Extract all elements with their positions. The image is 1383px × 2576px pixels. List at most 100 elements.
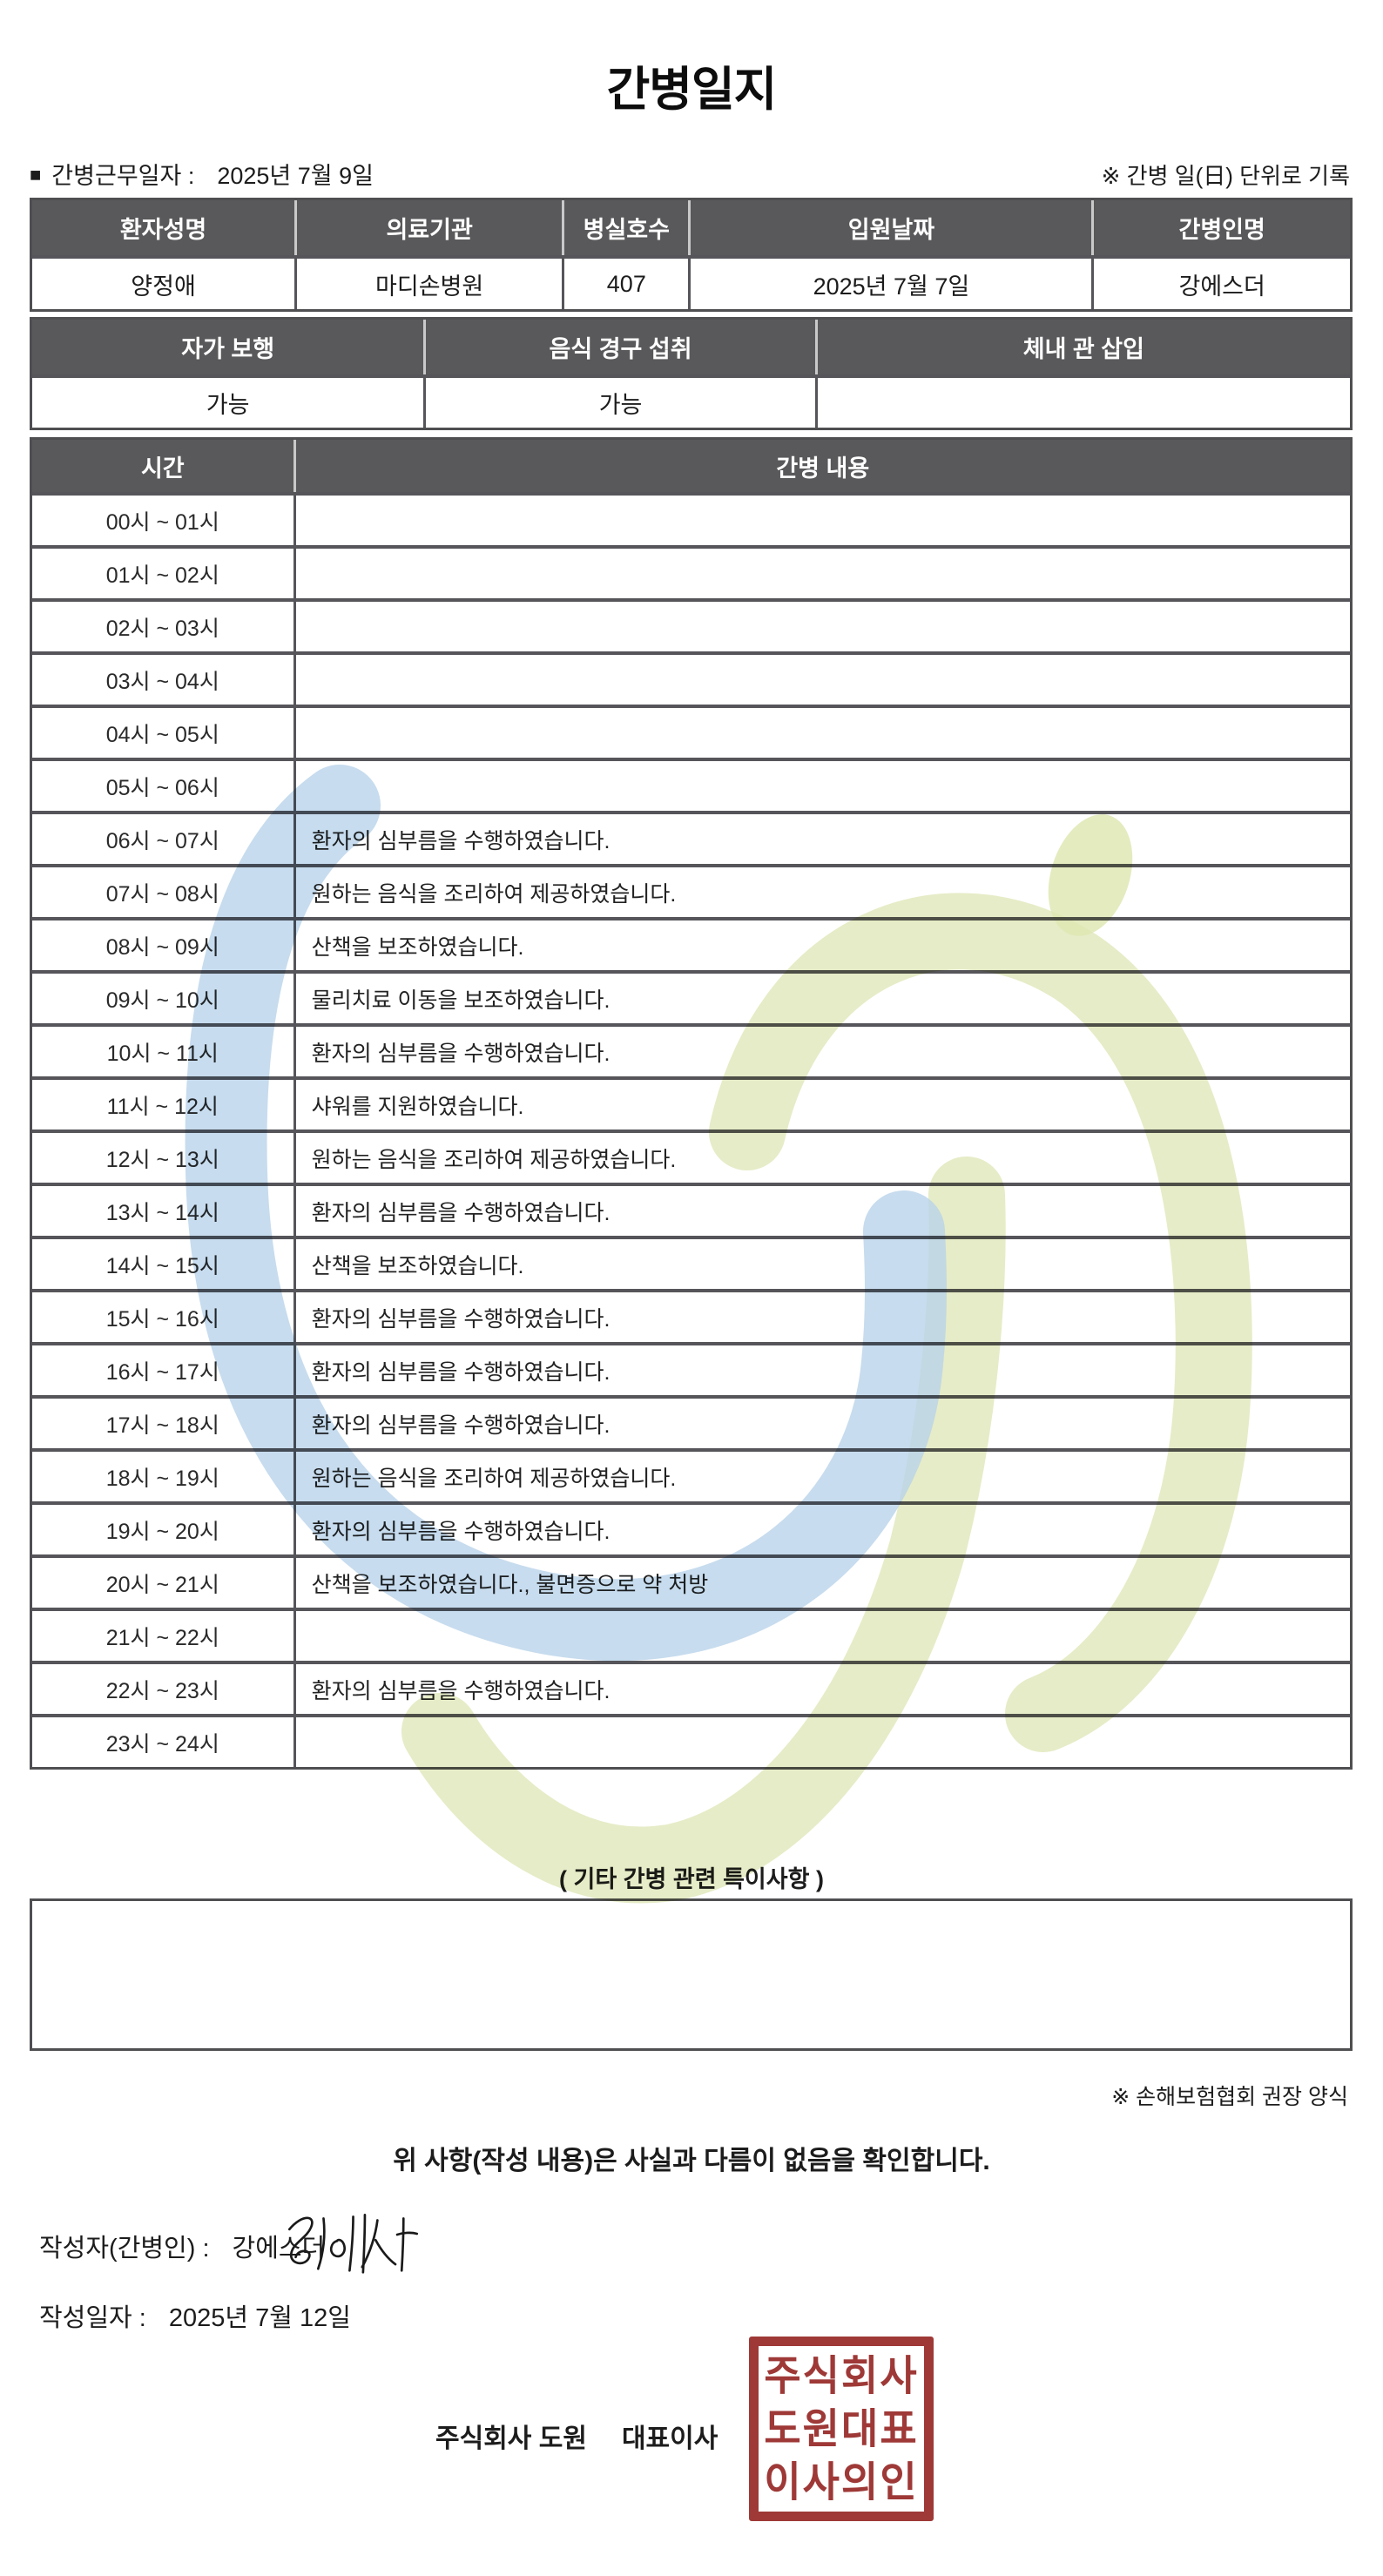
time-cell: 13시 ~ 14시 bbox=[105, 1200, 219, 1225]
time-cell: 11시 ~ 12시 bbox=[106, 1094, 219, 1119]
stamp-line: 이사의인 bbox=[764, 2458, 919, 2505]
status-table-value-row: 가능 가능 bbox=[32, 374, 1350, 428]
time-cell: 12시 ~ 13시 bbox=[105, 1147, 219, 1172]
meta-line: ■ 간병근무일자 : 2025년 7월 9일 ※ 간병 일(日) 단위로 기록 bbox=[30, 157, 1350, 189]
hospital-cell: 마디손병원 bbox=[294, 259, 562, 309]
care-content-cell bbox=[293, 602, 1350, 651]
care-row-17: 17시 ~ 18시 환자의 심부름을 수행하였습니다. bbox=[32, 1395, 1350, 1448]
column-header: 체내 관 삽입 bbox=[814, 320, 1350, 374]
care-content-cell: 산책을 보조하였습니다. bbox=[293, 1239, 1350, 1289]
column-header: 간병인명 bbox=[1091, 200, 1350, 255]
care-content-cell: 환자의 심부름을 수행하였습니다. bbox=[293, 1345, 1350, 1395]
care-table-header-row: 시간 간병 내용 bbox=[32, 440, 1350, 492]
care-content-cell: 물리치료 이동을 보조하였습니다. bbox=[293, 974, 1350, 1023]
care-content-cell: 환자의 심부름을 수행하였습니다. bbox=[293, 1664, 1350, 1714]
care-row-00: 00시 ~ 01시 bbox=[32, 492, 1350, 545]
time-cell: 18시 ~ 19시 bbox=[105, 1466, 219, 1491]
care-row-03: 03시 ~ 04시 bbox=[32, 651, 1350, 705]
patient-name-cell: 양정애 bbox=[131, 273, 196, 300]
care-row-06: 06시 ~ 07시 환자의 심부름을 수행하였습니다. bbox=[32, 811, 1350, 864]
care-row-23: 23시 ~ 24시 bbox=[32, 1714, 1350, 1767]
time-cell: 21시 ~ 22시 bbox=[105, 1625, 219, 1650]
patient-table-value-row: 양정애 마디손병원 407 2025년 7월 7일 강에스더 bbox=[32, 255, 1350, 309]
column-header: 의료기관 bbox=[294, 200, 562, 255]
care-row-01: 01시 ~ 02시 bbox=[32, 545, 1350, 598]
time-cell: 22시 ~ 23시 bbox=[105, 1678, 219, 1703]
care-content-cell bbox=[293, 708, 1350, 758]
work-date-value: 2025년 7월 9일 bbox=[217, 163, 374, 189]
care-content-cell: 환자의 심부름을 수행하였습니다. bbox=[293, 1505, 1350, 1554]
care-row-16: 16시 ~ 17시 환자의 심부름을 수행하였습니다. bbox=[32, 1342, 1350, 1395]
care-row-08: 08시 ~ 09시 산책을 보조하였습니다. bbox=[32, 917, 1350, 970]
time-cell: 05시 ~ 06시 bbox=[105, 775, 219, 800]
care-content-cell bbox=[293, 549, 1350, 598]
patient-status-table: 자가 보행 음식 경구 섭취 체내 관 삽입 가능 가능 bbox=[30, 317, 1353, 430]
time-cell: 08시 ~ 09시 bbox=[105, 934, 219, 960]
time-cell: 16시 ~ 17시 bbox=[105, 1359, 219, 1385]
care-content-cell: 샤워를 지원하였습니다. bbox=[293, 1080, 1350, 1130]
time-cell: 06시 ~ 07시 bbox=[105, 828, 219, 853]
patient-table-header-row: 환자성명 의료기관 병실호수 입원날짜 간병인명 bbox=[32, 200, 1350, 255]
care-content-cell: 원하는 음식을 조리하여 제공하였습니다. bbox=[293, 1452, 1350, 1501]
work-date-label: 간병근무일자 : bbox=[51, 163, 195, 189]
care-row-10: 10시 ~ 11시 환자의 심부름을 수행하였습니다. bbox=[32, 1023, 1350, 1076]
care-row-13: 13시 ~ 14시 환자의 심부름을 수행하였습니다. bbox=[32, 1183, 1350, 1236]
care-content-cell bbox=[293, 761, 1350, 811]
self-walking-cell: 가능 bbox=[206, 392, 250, 418]
care-content-cell: 산책을 보조하였습니다., 불면증으로 약 처방 bbox=[293, 1558, 1350, 1608]
caregiver-name-cell: 강에스더 bbox=[1091, 259, 1350, 309]
time-cell: 15시 ~ 16시 bbox=[105, 1306, 219, 1332]
patient-info-table: 환자성명 의료기관 병실호수 입원날짜 간병인명 양정애 마디손병원 407 2… bbox=[30, 198, 1353, 312]
time-cell: 09시 ~ 10시 bbox=[105, 988, 219, 1013]
tube-insertion-cell bbox=[814, 378, 1350, 428]
care-row-19: 19시 ~ 20시 환자의 심부름을 수행하였습니다. bbox=[32, 1501, 1350, 1554]
corporate-seal-stamp: 주식회사 도원대표 이사의인 bbox=[749, 2337, 934, 2521]
care-row-09: 09시 ~ 10시 물리치료 이동을 보조하였습니다. bbox=[32, 970, 1350, 1023]
hourly-care-table: 시간 간병 내용 00시 ~ 01시 01시 ~ 02시 02시 ~ 03시 0… bbox=[30, 437, 1353, 1770]
column-header: 자가 보행 bbox=[181, 336, 275, 362]
care-row-15: 15시 ~ 16시 환자의 심부름을 수행하였습니다. bbox=[32, 1289, 1350, 1342]
bullet-square-icon: ■ bbox=[30, 163, 42, 185]
company-role: 대표이사 bbox=[621, 2424, 718, 2453]
care-row-18: 18시 ~ 19시 원하는 음식을 조리하여 제공하였습니다. bbox=[32, 1448, 1350, 1501]
care-row-05: 05시 ~ 06시 bbox=[32, 758, 1350, 811]
time-cell: 02시 ~ 03시 bbox=[105, 616, 219, 641]
time-cell: 17시 ~ 18시 bbox=[105, 1413, 219, 1438]
care-content-cell bbox=[293, 1611, 1350, 1661]
written-date-line: 작성일자 : 2025년 7월 12일 bbox=[39, 2297, 351, 2334]
status-table-header-row: 자가 보행 음식 경구 섭취 체내 관 삽입 bbox=[32, 320, 1350, 374]
time-column-header: 시간 bbox=[140, 455, 185, 482]
care-content-cell: 환자의 심부름을 수행하였습니다. bbox=[293, 1027, 1350, 1076]
time-cell: 20시 ~ 21시 bbox=[105, 1572, 219, 1597]
column-header: 환자성명 bbox=[119, 217, 207, 243]
writer-line: 작성자(간병인) : 강에스더 bbox=[39, 2228, 325, 2264]
time-cell: 04시 ~ 05시 bbox=[105, 722, 219, 747]
care-row-21: 21시 ~ 22시 bbox=[32, 1608, 1350, 1661]
care-content-cell: 환자의 심부름을 수행하였습니다. bbox=[293, 1186, 1350, 1236]
page-title: 간병일지 bbox=[606, 64, 778, 116]
care-content-cell bbox=[293, 496, 1350, 545]
writer-label: 작성자(간병인) : bbox=[39, 2235, 210, 2262]
care-row-11: 11시 ~ 12시 샤워를 지원하였습니다. bbox=[32, 1076, 1350, 1130]
work-date-line: ■ 간병근무일자 : 2025년 7월 9일 bbox=[30, 157, 374, 191]
company-line: 주식회사 도원 대표이사 bbox=[435, 2417, 718, 2455]
room-number-cell: 407 bbox=[562, 259, 688, 309]
care-row-14: 14시 ~ 15시 산책을 보조하였습니다. bbox=[32, 1236, 1350, 1289]
column-header: 병실호수 bbox=[562, 200, 688, 255]
special-notes-heading: ( 기타 간병 관련 특이사항 ) bbox=[559, 1866, 824, 1892]
special-notes-box bbox=[30, 1898, 1353, 2051]
column-header: 입원날짜 bbox=[688, 200, 1091, 255]
care-content-cell: 원하는 음식을 조리하여 제공하였습니다. bbox=[293, 1133, 1350, 1183]
handwritten-signature bbox=[287, 2214, 419, 2274]
written-date-label: 작성일자 : bbox=[39, 2304, 146, 2332]
oral-intake-cell: 가능 bbox=[423, 378, 814, 428]
care-row-04: 04시 ~ 05시 bbox=[32, 705, 1350, 758]
care-row-02: 02시 ~ 03시 bbox=[32, 598, 1350, 651]
column-header: 음식 경구 섭취 bbox=[423, 320, 814, 374]
time-cell: 03시 ~ 04시 bbox=[105, 669, 219, 694]
time-cell: 10시 ~ 11시 bbox=[106, 1041, 219, 1066]
time-cell: 23시 ~ 24시 bbox=[105, 1731, 219, 1757]
care-content-cell: 산책을 보조하였습니다. bbox=[293, 920, 1350, 970]
time-cell: 00시 ~ 01시 bbox=[105, 509, 219, 535]
